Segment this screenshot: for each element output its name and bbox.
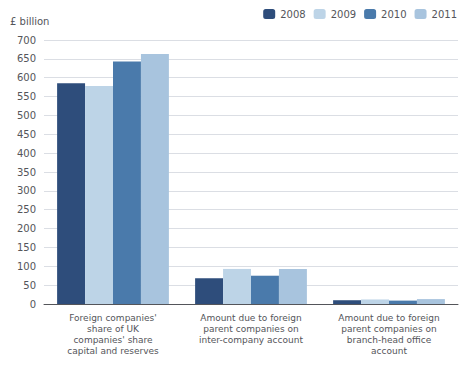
svg-text:50: 50 — [23, 280, 36, 291]
svg-text:branch-head office: branch-head office — [347, 335, 432, 345]
svg-text:150: 150 — [17, 242, 36, 253]
svg-text:450: 450 — [17, 129, 36, 140]
svg-text:Amount due to foreign: Amount due to foreign — [338, 313, 440, 323]
svg-text:550: 550 — [17, 91, 36, 102]
svg-text:350: 350 — [17, 167, 36, 178]
svg-text:share of UK: share of UK — [87, 324, 140, 334]
svg-text:Foreign companies': Foreign companies' — [69, 313, 157, 323]
svg-text:2009: 2009 — [331, 9, 356, 20]
svg-text:250: 250 — [17, 204, 36, 215]
svg-text:100: 100 — [17, 261, 36, 272]
svg-text:inter-company account: inter-company account — [199, 335, 303, 345]
svg-text:400: 400 — [17, 148, 36, 159]
svg-text:600: 600 — [17, 72, 36, 83]
svg-text:500: 500 — [17, 110, 36, 121]
svg-text:parent companies on: parent companies on — [341, 324, 436, 334]
svg-text:300: 300 — [17, 185, 36, 196]
svg-text:companies' share: companies' share — [73, 335, 153, 345]
svg-text:2010: 2010 — [381, 9, 406, 20]
svg-text:2011: 2011 — [432, 9, 457, 20]
svg-text:700: 700 — [17, 35, 36, 46]
svg-text:parent companies on: parent companies on — [203, 324, 298, 334]
svg-text:£ billion: £ billion — [10, 16, 49, 27]
svg-text:Amount due to foreign: Amount due to foreign — [200, 313, 302, 323]
svg-text:650: 650 — [17, 53, 36, 64]
svg-text:account: account — [371, 346, 407, 356]
svg-text:200: 200 — [17, 223, 36, 234]
svg-text:0: 0 — [30, 299, 36, 310]
svg-text:capital and reserves: capital and reserves — [67, 346, 159, 356]
svg-text:2008: 2008 — [280, 9, 305, 20]
